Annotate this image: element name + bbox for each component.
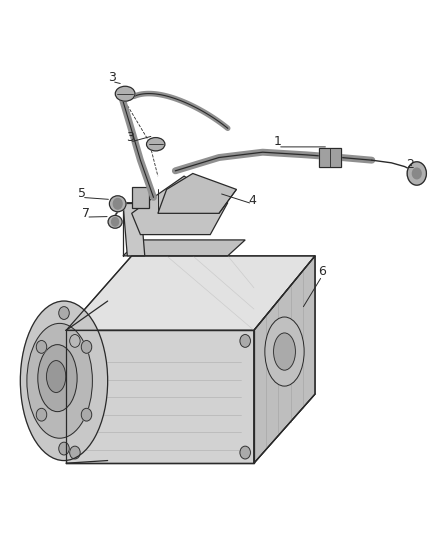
Circle shape [413, 168, 421, 179]
Circle shape [36, 408, 47, 421]
Text: 7: 7 [82, 207, 90, 220]
Polygon shape [254, 256, 315, 463]
Ellipse shape [147, 138, 165, 151]
Bar [319, 148, 341, 167]
Text: 5: 5 [78, 187, 86, 200]
Ellipse shape [265, 317, 304, 386]
Ellipse shape [38, 345, 77, 411]
Ellipse shape [110, 196, 126, 212]
Circle shape [407, 162, 426, 185]
Ellipse shape [108, 215, 122, 228]
Text: 6: 6 [318, 265, 326, 278]
Polygon shape [132, 176, 228, 235]
Polygon shape [123, 203, 145, 256]
Text: 3: 3 [126, 131, 134, 144]
Text: 4: 4 [248, 193, 256, 207]
Circle shape [81, 408, 92, 421]
Circle shape [59, 442, 69, 455]
Ellipse shape [20, 301, 108, 461]
Text: 3: 3 [108, 71, 116, 84]
Circle shape [81, 341, 92, 353]
Circle shape [113, 198, 122, 209]
Polygon shape [132, 187, 149, 208]
Circle shape [240, 335, 251, 348]
Polygon shape [158, 173, 237, 213]
Bar [319, 148, 341, 167]
Circle shape [70, 446, 80, 459]
Circle shape [112, 217, 119, 226]
Circle shape [36, 341, 47, 353]
Polygon shape [66, 330, 254, 463]
Ellipse shape [46, 361, 66, 392]
Circle shape [59, 306, 69, 319]
Ellipse shape [115, 86, 135, 101]
Ellipse shape [27, 324, 92, 438]
Polygon shape [123, 240, 245, 256]
Circle shape [70, 335, 80, 348]
Text: 1: 1 [274, 135, 282, 148]
Circle shape [240, 446, 251, 459]
Polygon shape [66, 256, 315, 330]
Text: 2: 2 [406, 158, 414, 171]
Ellipse shape [274, 333, 295, 370]
